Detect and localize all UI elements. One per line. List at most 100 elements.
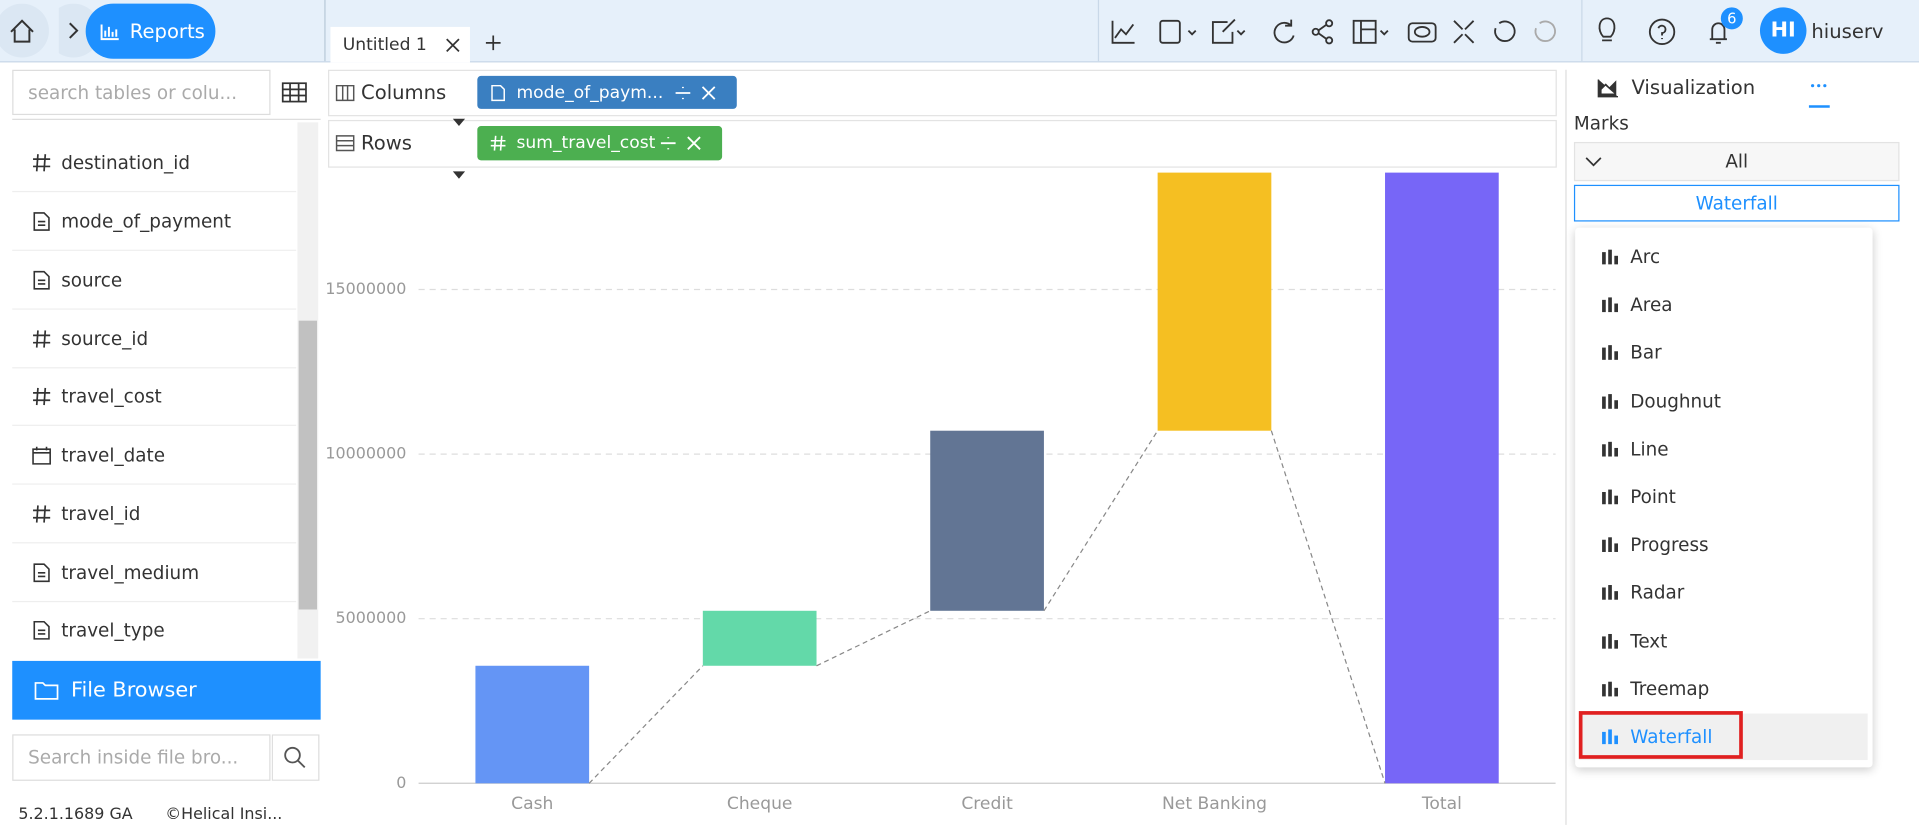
marks-all-dropdown[interactable]: All <box>1573 141 1900 182</box>
chart-icon <box>1597 78 1618 97</box>
visualization-tab[interactable]: Visualization <box>1597 76 1755 99</box>
x-tick-label: Net Banking <box>1162 794 1267 814</box>
bar <box>475 665 590 784</box>
numeric-icon <box>33 387 51 405</box>
columns-label: Columns <box>335 81 446 104</box>
marks-label: Marks <box>1573 112 1629 135</box>
menu-label: Doughnut <box>1630 389 1722 412</box>
chart-type-select[interactable]: Waterfall <box>1573 184 1900 222</box>
avatar[interactable]: HI <box>1759 7 1807 54</box>
rows-pill[interactable]: sum_travel_cost <box>477 126 723 161</box>
chart: 0 5000000 10000000 15000000 Cash Cheque Credit… <box>325 172 1556 814</box>
copyright: ©Helical Insi... <box>165 805 283 824</box>
y-tick-label: 5000000 <box>335 608 406 627</box>
menu-icon <box>1602 633 1618 649</box>
tab-label: Untitled 1 <box>342 34 427 55</box>
date-icon <box>32 446 51 465</box>
field[interactable]: travel_medium <box>12 543 297 603</box>
numeric-icon <box>33 329 51 348</box>
menu-item[interactable]: Area <box>1579 282 1868 329</box>
table-view-button[interactable] <box>281 81 308 105</box>
field[interactable]: travel_id <box>12 485 297 544</box>
tab-close[interactable] <box>445 37 460 52</box>
pill-label: sum_travel_cost <box>516 133 656 153</box>
text-icon <box>33 562 50 582</box>
menu-item[interactable]: Progress <box>1579 522 1868 569</box>
columns-pill[interactable]: mode_of_paym... <box>477 75 737 109</box>
file-browser[interactable]: File Browser <box>12 660 321 720</box>
field[interactable]: source <box>12 251 297 310</box>
chevron <box>1585 157 1602 167</box>
scrollbar[interactable] <box>297 122 319 659</box>
scrollbar-thumb[interactable] <box>298 320 317 610</box>
search-tables[interactable]: search tables or colu... <box>12 69 271 116</box>
menu-item[interactable]: Text <box>1579 618 1868 665</box>
more-tab[interactable] <box>1806 76 1833 110</box>
text-icon <box>33 211 50 231</box>
x-tick-label: Credit <box>961 794 1013 814</box>
rows-label: Rows <box>335 131 412 154</box>
header-icons[interactable] <box>1591 15 1750 49</box>
search-button[interactable] <box>271 734 321 781</box>
text-icon <box>33 620 50 640</box>
menu-item[interactable]: Doughnut <box>1579 378 1868 425</box>
pill-actions[interactable] <box>658 135 707 152</box>
pill-actions[interactable] <box>673 84 722 101</box>
menu-label: Point <box>1630 485 1676 508</box>
text-icon <box>491 84 505 101</box>
menu-icon <box>1602 393 1618 409</box>
menu-label: Bar <box>1630 341 1662 364</box>
menu-item[interactable]: Line <box>1579 426 1868 473</box>
divider <box>12 118 321 120</box>
reports-breadcrumb[interactable]: Reports <box>85 3 216 59</box>
field-label: travel_medium <box>61 561 200 584</box>
menu-label: Waterfall <box>1630 725 1713 748</box>
bar <box>1385 172 1499 784</box>
menu-icon <box>1602 489 1618 505</box>
menu-item[interactable]: Treemap <box>1579 666 1868 713</box>
field-label: mode_of_payment <box>61 209 232 232</box>
field[interactable]: destination_id <box>12 133 297 193</box>
menu-label: Radar <box>1630 581 1685 604</box>
x-tick-label: Cash <box>511 794 553 814</box>
menu-icon <box>1602 681 1618 697</box>
breadcrumb-label: Reports <box>129 19 205 43</box>
menu-item[interactable]: Bar <box>1579 330 1868 377</box>
shelf-arrows[interactable] <box>450 117 467 181</box>
field[interactable]: travel_cost <box>12 367 297 426</box>
field-label: destination_id <box>61 151 190 174</box>
home-button[interactable] <box>0 3 73 60</box>
columns-icon <box>335 84 355 101</box>
menu-label: Treemap <box>1630 677 1710 700</box>
toolbar-icons[interactable] <box>1108 17 1573 46</box>
menu-item[interactable]: Waterfall <box>1578 713 1868 761</box>
numeric-icon <box>33 504 51 523</box>
columns-text: Columns <box>361 80 447 105</box>
menu-label: Text <box>1630 629 1668 652</box>
rows-icon <box>335 134 355 151</box>
search-files[interactable]: Search inside file bro... <box>12 734 271 781</box>
menu-icon <box>1602 729 1618 745</box>
menu-label: Progress <box>1630 533 1709 556</box>
version: 5.2.1.1689 GA <box>18 805 133 824</box>
chart-type-menu <box>1575 227 1873 768</box>
notification-badge: 6 <box>1720 7 1743 30</box>
field[interactable]: mode_of_payment <box>12 192 297 251</box>
highlight-box <box>1578 711 1743 759</box>
rows-shelf <box>328 119 1557 168</box>
x-tick-label: Cheque <box>727 794 793 814</box>
all-label: All <box>1725 150 1749 173</box>
menu-item[interactable]: Radar <box>1579 570 1868 617</box>
menu-item[interactable]: Arc <box>1579 234 1868 281</box>
field[interactable]: source_id <box>12 310 297 369</box>
field[interactable]: travel_type <box>12 601 296 659</box>
y-tick-label: 15000000 <box>325 279 406 298</box>
add-tab[interactable] <box>485 34 502 51</box>
field[interactable]: travel_date <box>12 426 297 485</box>
tab[interactable]: Untitled 1 <box>330 26 470 63</box>
connector <box>1270 430 1386 784</box>
username[interactable]: hiuserv <box>1811 19 1884 43</box>
menu-item[interactable]: Point <box>1579 474 1868 521</box>
